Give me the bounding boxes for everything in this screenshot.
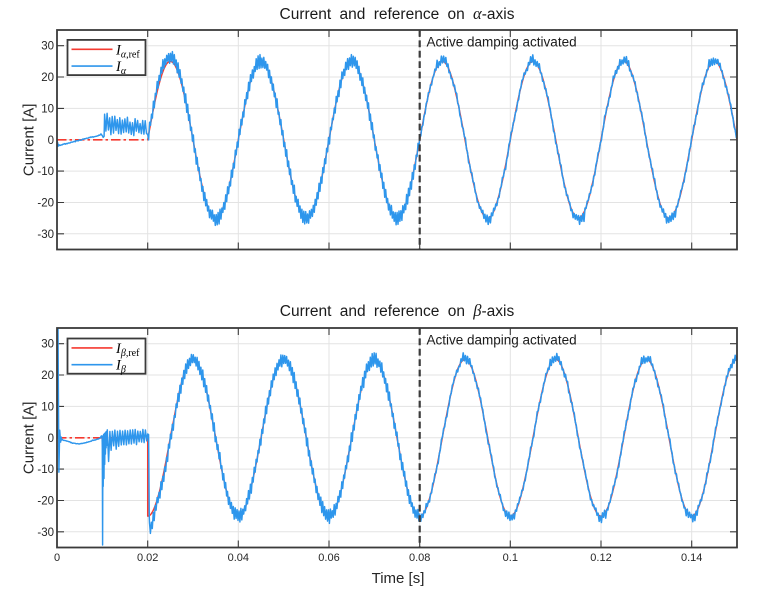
svg-text:Current and reference on β-axi: Current and reference on β-axis [280, 301, 515, 320]
svg-text:0.06: 0.06 [318, 552, 339, 564]
svg-text:0.14: 0.14 [681, 552, 702, 564]
svg-text:Iβ: Iβ [115, 358, 126, 376]
svg-text:0.02: 0.02 [137, 552, 158, 564]
svg-text:Active damping activated: Active damping activated [427, 34, 577, 49]
svg-text:20: 20 [41, 370, 54, 382]
svg-text:Active damping activated: Active damping activated [427, 332, 577, 347]
svg-text:-10: -10 [37, 166, 54, 178]
svg-text:30: 30 [41, 41, 54, 53]
svg-text:-20: -20 [37, 198, 54, 210]
svg-text:0.12: 0.12 [590, 552, 611, 564]
svg-text:0.08: 0.08 [409, 552, 430, 564]
svg-text:0.04: 0.04 [228, 552, 249, 564]
svg-text:0: 0 [48, 433, 54, 445]
svg-text:Time [s]: Time [s] [372, 570, 425, 587]
svg-text:20: 20 [41, 72, 54, 84]
svg-text:30: 30 [41, 339, 54, 351]
svg-text:0: 0 [48, 135, 54, 147]
svg-text:Iα: Iα [115, 59, 127, 77]
svg-text:Current [A]: Current [A] [21, 104, 38, 177]
svg-text:-10: -10 [37, 464, 54, 476]
svg-text:-20: -20 [37, 496, 54, 508]
svg-text:10: 10 [41, 103, 54, 115]
svg-text:-30: -30 [37, 527, 54, 539]
svg-text:Current [A]: Current [A] [21, 402, 38, 475]
svg-text:-30: -30 [37, 229, 54, 241]
svg-text:Current and reference on α-axi: Current and reference on α-axis [280, 4, 515, 23]
svg-text:0.1: 0.1 [503, 552, 518, 564]
svg-text:10: 10 [41, 401, 54, 413]
svg-text:0: 0 [54, 552, 60, 564]
